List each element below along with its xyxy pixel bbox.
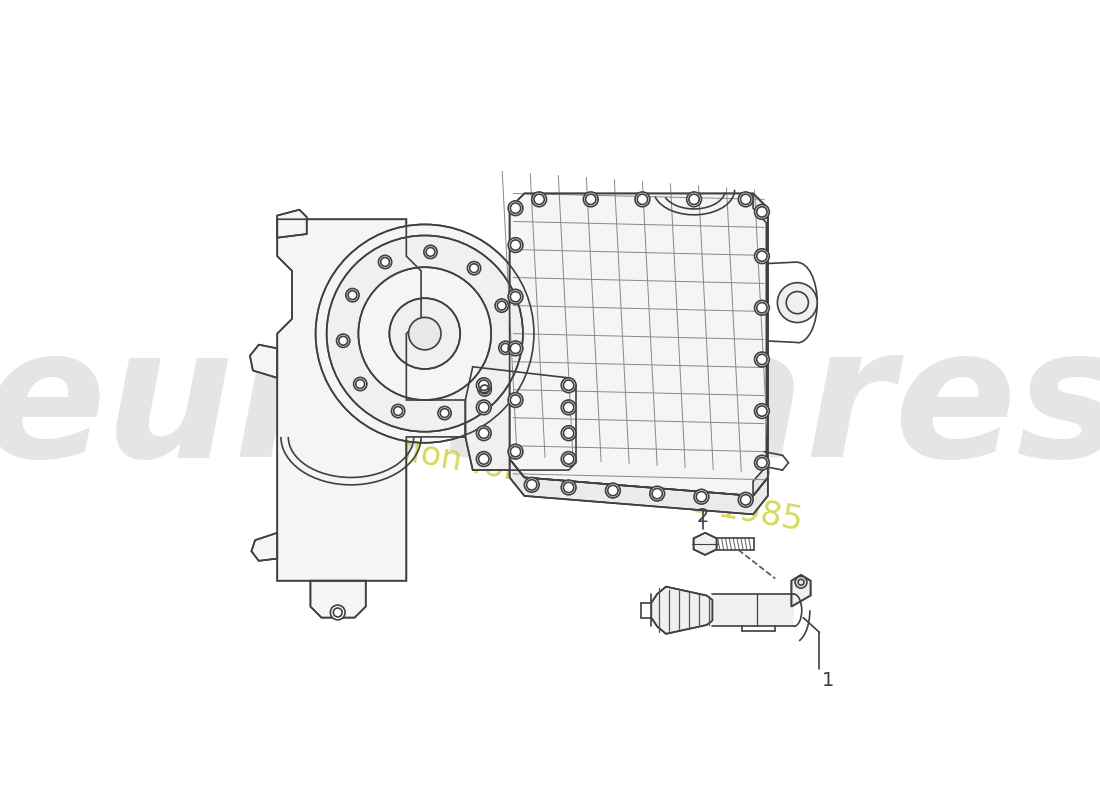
- Circle shape: [755, 455, 769, 470]
- Circle shape: [476, 400, 492, 414]
- Circle shape: [316, 225, 534, 442]
- Circle shape: [755, 404, 769, 418]
- Circle shape: [508, 238, 522, 253]
- Circle shape: [738, 192, 754, 206]
- Circle shape: [508, 393, 522, 407]
- Circle shape: [755, 301, 769, 315]
- Circle shape: [778, 282, 817, 322]
- Circle shape: [353, 378, 367, 390]
- Circle shape: [392, 404, 405, 418]
- Circle shape: [531, 192, 547, 206]
- Circle shape: [561, 426, 576, 441]
- Circle shape: [327, 235, 522, 432]
- Circle shape: [478, 383, 492, 396]
- Polygon shape: [651, 586, 713, 634]
- Circle shape: [755, 352, 769, 367]
- Circle shape: [508, 290, 522, 304]
- Circle shape: [795, 576, 807, 588]
- Circle shape: [359, 267, 492, 400]
- Text: a passion for parts since 1985: a passion for parts since 1985: [302, 418, 805, 538]
- Circle shape: [468, 262, 481, 275]
- Polygon shape: [694, 533, 716, 555]
- Circle shape: [476, 452, 492, 466]
- Circle shape: [438, 406, 451, 420]
- Circle shape: [738, 493, 754, 507]
- Circle shape: [525, 478, 539, 492]
- Circle shape: [476, 378, 492, 393]
- Polygon shape: [509, 459, 768, 514]
- Circle shape: [508, 444, 522, 459]
- Circle shape: [495, 299, 508, 312]
- Text: eurospares: eurospares: [0, 319, 1100, 495]
- Circle shape: [389, 298, 460, 369]
- Polygon shape: [310, 581, 366, 618]
- Text: 2: 2: [696, 507, 710, 526]
- Circle shape: [755, 249, 769, 263]
- Circle shape: [605, 483, 620, 498]
- Polygon shape: [277, 210, 307, 238]
- Polygon shape: [509, 194, 768, 496]
- Circle shape: [694, 490, 708, 504]
- Circle shape: [345, 289, 359, 302]
- Polygon shape: [252, 533, 277, 561]
- Polygon shape: [465, 367, 576, 470]
- Circle shape: [498, 341, 513, 354]
- Circle shape: [508, 201, 522, 215]
- Polygon shape: [791, 575, 811, 606]
- Circle shape: [561, 378, 576, 393]
- Polygon shape: [754, 194, 768, 496]
- Circle shape: [476, 426, 492, 441]
- Polygon shape: [250, 345, 277, 378]
- Circle shape: [755, 205, 769, 219]
- Circle shape: [378, 255, 392, 269]
- Circle shape: [650, 486, 664, 501]
- Circle shape: [508, 341, 522, 356]
- Circle shape: [561, 400, 576, 414]
- Circle shape: [561, 452, 576, 466]
- Polygon shape: [277, 219, 465, 581]
- Circle shape: [408, 318, 441, 350]
- Circle shape: [635, 192, 650, 206]
- Circle shape: [686, 192, 702, 206]
- Polygon shape: [713, 594, 793, 626]
- Circle shape: [330, 605, 345, 620]
- Circle shape: [561, 480, 576, 494]
- Circle shape: [583, 192, 598, 206]
- Circle shape: [424, 246, 437, 258]
- Text: 1: 1: [822, 671, 834, 690]
- Circle shape: [337, 334, 350, 347]
